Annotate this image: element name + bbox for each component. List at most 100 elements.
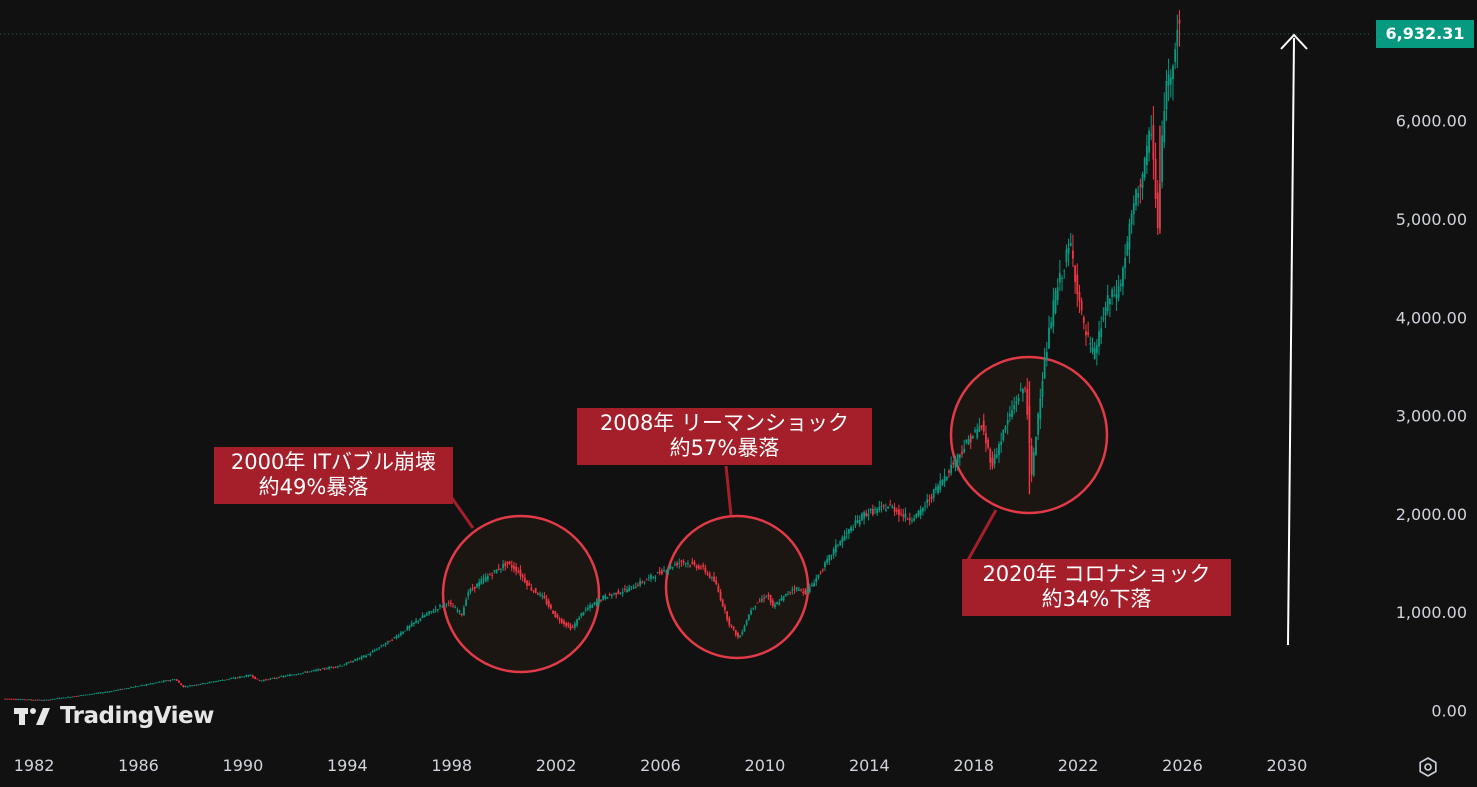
candle-body (473, 586, 476, 589)
candle-body (654, 577, 657, 579)
x-tick-label: 1986 (118, 756, 159, 775)
candle-body (858, 520, 861, 525)
candle-body (674, 564, 676, 566)
candle-body (447, 602, 450, 604)
candle-body (356, 659, 359, 660)
candle-body (880, 505, 883, 507)
candle-body (476, 583, 478, 588)
candle-body (854, 520, 857, 526)
candle-body (958, 454, 961, 458)
settings-icon[interactable] (1417, 756, 1439, 778)
candle-body (1072, 250, 1074, 259)
candle-body (95, 692, 98, 694)
candle-body (943, 476, 946, 482)
candle-body (232, 677, 235, 679)
candle-body (391, 639, 394, 641)
x-tick-label: 2010 (745, 756, 786, 775)
candle-body (876, 508, 879, 513)
candle-body (1104, 306, 1107, 316)
candle-body (223, 679, 226, 681)
candle-body (797, 589, 800, 591)
candle-body (1117, 286, 1120, 298)
candle-body (225, 679, 228, 681)
candle-body (1148, 130, 1150, 153)
candle-body (504, 563, 507, 566)
candle-body (369, 653, 372, 656)
candle-body (321, 668, 324, 670)
candle-body (765, 596, 768, 598)
candle-body (523, 577, 526, 583)
candle-body (819, 572, 822, 574)
candle-body (328, 667, 330, 669)
candle-body (795, 587, 798, 590)
candle-body (1091, 346, 1094, 352)
candle-body (319, 669, 322, 671)
candle-body (989, 449, 992, 463)
candle-body (1093, 348, 1096, 360)
candle-body (1152, 125, 1155, 160)
candle-body (67, 696, 69, 698)
candle-body (791, 589, 794, 591)
candle-body (993, 454, 996, 465)
candle-body (415, 620, 417, 623)
candle-body (678, 562, 681, 564)
candle-body (719, 591, 722, 601)
candle-body (382, 645, 385, 647)
candle-body (595, 601, 598, 606)
candle-body (175, 679, 178, 681)
candle-body (182, 685, 185, 688)
candle-body (969, 435, 972, 443)
candle-body (21, 699, 24, 700)
candle-body (417, 620, 420, 622)
candle-body (704, 567, 707, 573)
candle-body (265, 679, 267, 681)
candle-body (197, 684, 200, 686)
candle-body (554, 611, 557, 618)
candle-body (169, 680, 172, 681)
crash-highlights (441, 355, 1109, 674)
candle-body (332, 666, 335, 668)
candle-body (1037, 413, 1040, 436)
candle-body (1013, 404, 1016, 410)
candle-body (617, 591, 620, 594)
candle-body (610, 594, 613, 597)
candle-body (630, 585, 633, 587)
candle-body (212, 681, 215, 683)
candle-body (904, 513, 907, 518)
candle-body (436, 609, 439, 610)
candle-body (510, 564, 513, 568)
candle-body (667, 569, 670, 571)
candle-body (761, 598, 763, 601)
candle-body (345, 662, 348, 665)
candle-body (1176, 29, 1179, 46)
candle-body (1095, 345, 1098, 354)
annotation-dotcom-title: 2000年 ITバブル崩壊 (230, 450, 437, 474)
connector-2008 (724, 465, 733, 516)
candle-body (125, 688, 128, 690)
candle-body (865, 512, 868, 517)
candle-body (484, 576, 487, 582)
candle-body (1080, 300, 1083, 311)
candle-body (1119, 283, 1122, 287)
candle-body (1056, 287, 1059, 301)
candle-body (500, 568, 502, 570)
candle-body (613, 593, 615, 595)
candle-body (271, 677, 274, 679)
candle-body (1141, 174, 1144, 189)
candle-body (1161, 135, 1163, 183)
candle-body (663, 570, 665, 572)
candle-body (978, 426, 981, 432)
candle-body (489, 574, 491, 576)
candle-body (171, 679, 174, 681)
candle-body (806, 590, 809, 593)
candle-body (408, 625, 411, 628)
candle-body (913, 518, 916, 521)
candle-body (1015, 401, 1018, 404)
candle-body (145, 684, 148, 686)
candle-body (108, 691, 111, 693)
candle-body (743, 625, 746, 632)
candle-body (1154, 158, 1157, 200)
candle-body (1067, 247, 1070, 254)
tradingview-logo[interactable]: TradingView (14, 703, 214, 729)
